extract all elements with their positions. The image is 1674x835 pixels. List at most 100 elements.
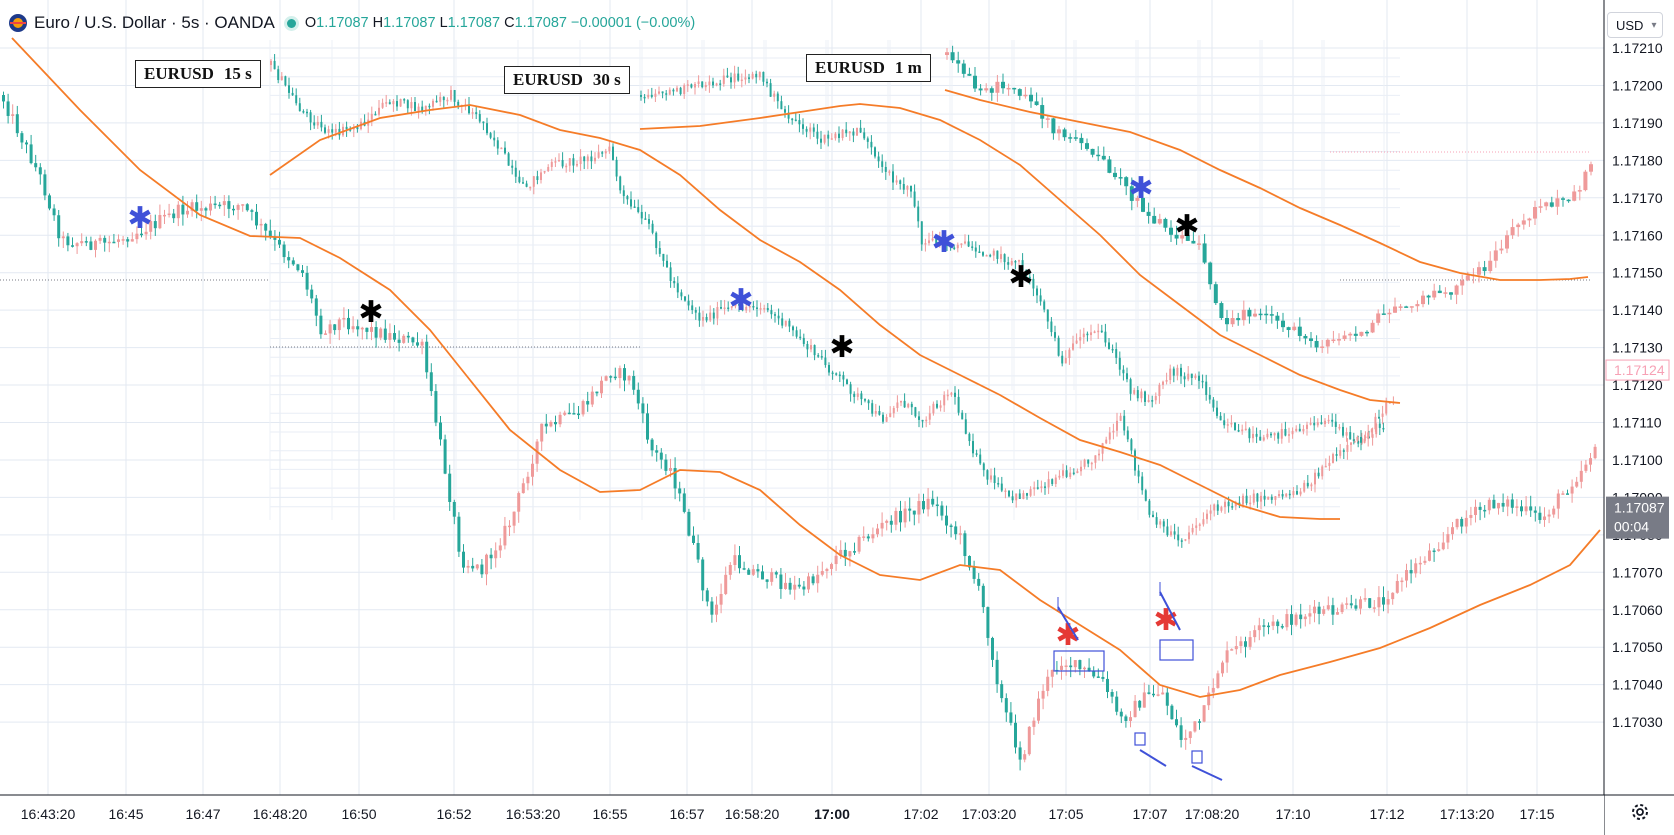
candle-body (590, 391, 594, 405)
candle-body (1046, 676, 1050, 691)
candle-body (374, 113, 377, 116)
candle-body (107, 241, 111, 244)
candle-body (512, 511, 516, 526)
candle-body (949, 525, 953, 528)
candle-body (1454, 285, 1459, 295)
candle-body (1337, 339, 1341, 341)
currency-selector[interactable]: USD ▾ (1607, 12, 1663, 38)
open-value: 1.17087 (316, 15, 369, 31)
candle-body (894, 510, 898, 525)
candle-body (1185, 235, 1190, 241)
candle-body (1242, 495, 1244, 505)
symbol-title[interactable]: Euro / U.S. Dollar · 5s · OANDA (34, 13, 275, 32)
candle-body (489, 133, 492, 138)
candle-body (1236, 318, 1241, 321)
close-label: C (504, 15, 515, 31)
candle-body (857, 536, 861, 552)
candle-body (748, 77, 750, 79)
candle-body (1079, 337, 1082, 341)
candle-body (982, 463, 985, 471)
candle-body (672, 89, 675, 92)
candle-body (313, 122, 316, 126)
candle-body (264, 223, 268, 231)
candle-body (1247, 309, 1252, 317)
candle-body (1317, 472, 1320, 477)
candle-body (810, 345, 812, 350)
candle-body (1156, 694, 1160, 696)
price-tick-label: 1.17110 (1612, 415, 1662, 431)
timeframe-label-30s: EURUSD 30 s (504, 66, 630, 94)
candle-body (1057, 337, 1060, 356)
candle-body (1365, 331, 1369, 334)
candle-body (378, 107, 380, 115)
candle-body (655, 232, 658, 248)
candle-body (345, 126, 348, 130)
candle-body (1105, 439, 1108, 444)
price-tick-label: 1.17190 (1612, 115, 1663, 131)
candle-body (925, 419, 928, 422)
candle-body (931, 498, 935, 505)
candle-body (291, 92, 294, 96)
candle-body (1303, 616, 1307, 620)
candle-body (846, 379, 848, 385)
candle-body (434, 391, 438, 423)
price-tick-label: 1.17200 (1612, 77, 1663, 93)
candle-body (1073, 660, 1077, 668)
candle-body (1054, 477, 1057, 485)
candle-body (112, 241, 116, 244)
candle-body (1255, 433, 1258, 437)
candle-body (1297, 326, 1302, 336)
candle-body (1409, 306, 1414, 308)
candle-body (181, 204, 185, 215)
candle-body (802, 337, 805, 344)
candle-body (1327, 419, 1330, 422)
candle-body (1555, 198, 1560, 207)
candle-body (1256, 493, 1259, 502)
candle-body (932, 403, 935, 414)
candle-body (924, 243, 927, 245)
candle-body (1544, 202, 1549, 207)
candle-body (310, 289, 314, 299)
candle-body (471, 112, 474, 114)
candle-body (567, 412, 571, 415)
candle-body (1533, 510, 1537, 513)
candle-body (158, 215, 162, 229)
candle-body (920, 221, 923, 245)
candle-body (908, 508, 912, 511)
candle-body (1270, 496, 1273, 500)
candle-body (1267, 496, 1270, 500)
candle-body (1014, 722, 1017, 748)
candle-body (806, 343, 809, 350)
candle-body (514, 167, 517, 177)
candle-body (931, 238, 934, 241)
candle-body (1096, 154, 1101, 157)
candle-body (805, 128, 808, 132)
candle-body (1202, 519, 1205, 525)
candle-body (140, 233, 143, 236)
candle-body (724, 574, 728, 594)
candle-body (1220, 507, 1223, 511)
candle-body (1036, 487, 1039, 489)
candle-body (1036, 288, 1038, 296)
candle-body (1017, 89, 1022, 96)
candle-body (841, 129, 844, 139)
candle-body (144, 231, 148, 235)
candle-body (650, 439, 654, 451)
candle-body (802, 124, 804, 129)
candle-body (763, 308, 766, 310)
candle-body (1040, 105, 1045, 119)
candle-body (590, 156, 593, 162)
candle-body (1176, 367, 1179, 376)
candle-body (334, 128, 337, 133)
candle-body (1177, 534, 1180, 541)
black-star-marker: ✱ (1174, 209, 1199, 244)
candle-body (1339, 450, 1342, 456)
candle-body (475, 564, 479, 569)
gear-icon[interactable] (1628, 800, 1652, 824)
candle-body (1432, 550, 1436, 553)
candle-body (848, 131, 851, 134)
candle-body (1370, 429, 1373, 433)
candle-body (1086, 333, 1089, 336)
candle-body (209, 203, 212, 211)
